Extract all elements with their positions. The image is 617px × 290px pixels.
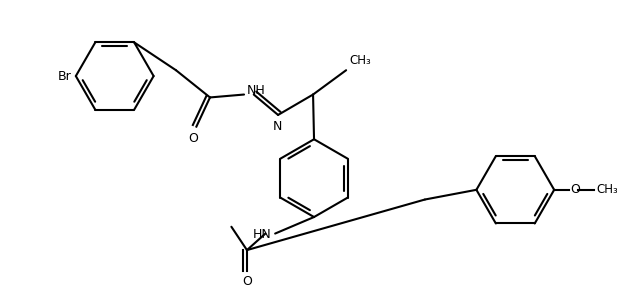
Text: O: O (242, 276, 252, 288)
Text: NH: NH (247, 84, 266, 97)
Text: O: O (189, 133, 199, 146)
Text: HN: HN (252, 228, 271, 241)
Text: O: O (571, 183, 581, 196)
Text: CH₃: CH₃ (349, 54, 371, 67)
Text: N: N (272, 120, 282, 133)
Text: CH₃: CH₃ (596, 183, 617, 196)
Text: Br: Br (58, 70, 72, 83)
